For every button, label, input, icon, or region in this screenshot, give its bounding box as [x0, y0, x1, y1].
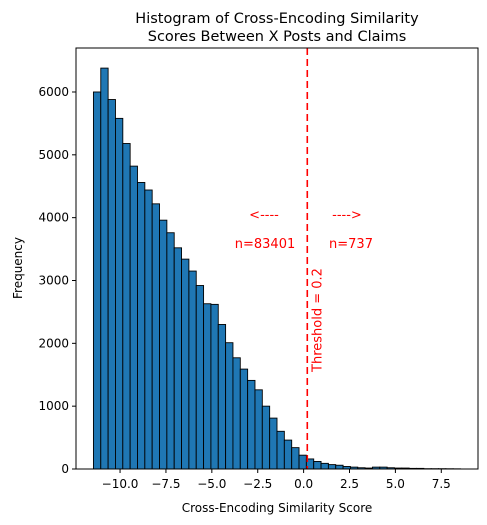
x-tick-label: −7.5	[151, 477, 180, 491]
histogram-bar	[269, 417, 278, 470]
histogram-bar	[298, 454, 307, 470]
histogram-bar	[225, 342, 234, 470]
histogram-bar	[115, 117, 124, 470]
histogram-bar	[195, 285, 205, 470]
x-axis-label: Cross-Encoding Similarity Score	[182, 501, 373, 515]
histogram-bar	[188, 270, 197, 470]
histogram-bar	[247, 379, 256, 470]
histogram-bar	[151, 203, 160, 470]
histogram-bar	[232, 357, 241, 470]
x-tick-label: 5.0	[386, 477, 405, 491]
x-tick-label: −2.5	[243, 477, 272, 491]
x-tick-label: −5.0	[197, 477, 226, 491]
y-tick-label: 6000	[38, 85, 69, 99]
histogram-bar	[144, 189, 153, 470]
y-tick-label: 1000	[38, 399, 69, 413]
histogram-bar	[291, 447, 300, 470]
histogram-bar	[166, 232, 175, 470]
histogram-bar	[327, 464, 337, 470]
histogram-bar	[313, 461, 322, 470]
histogram-bar	[335, 464, 344, 470]
histogram-bar	[203, 303, 212, 470]
right-count-annotation: n=737	[329, 237, 373, 252]
right-arrow-annotation: ---->	[332, 208, 362, 223]
x-tick-label: 0.0	[294, 477, 313, 491]
y-tick-label: 3000	[38, 273, 69, 287]
histogram-bar	[181, 258, 190, 470]
histogram-bar	[210, 303, 219, 470]
histogram-bar	[92, 91, 102, 470]
y-tick-label: 4000	[38, 211, 69, 225]
histogram-bar	[129, 165, 138, 470]
plot-frame	[75, 47, 479, 470]
histogram-bar	[261, 405, 271, 470]
chart-title-line-2: Scores Between X Posts and Claims	[148, 29, 407, 45]
left-count-annotation: n=83401	[235, 237, 296, 252]
histogram-bar	[100, 67, 109, 470]
histogram-bar	[122, 143, 131, 470]
histogram-bar	[173, 247, 182, 470]
threshold-label: Threshold = 0.2	[310, 268, 325, 373]
histogram-bars	[92, 67, 462, 470]
histogram-bar	[320, 462, 329, 470]
y-tick-label: 0	[61, 462, 69, 476]
x-tick-label: −10.0	[102, 477, 139, 491]
histogram-bar	[217, 324, 227, 470]
x-tick-label: 2.5	[340, 477, 359, 491]
histogram-bar	[137, 182, 146, 470]
x-tick-label: 7.5	[432, 477, 451, 491]
y-axis-label: Frequency	[11, 237, 25, 299]
histogram-bar	[107, 99, 116, 470]
y-axis-ticks: 0 1000 2000 3000 4000 5000 6000	[38, 85, 76, 476]
histogram-bar	[239, 368, 249, 470]
y-tick-label: 2000	[38, 336, 69, 350]
x-axis-ticks: −10.0 −7.5 −5.0 −2.5 0.0 2.5 5.0 7.5	[102, 469, 451, 491]
left-arrow-annotation: <----	[249, 208, 279, 223]
histogram-bar	[276, 430, 285, 470]
histogram-bar	[159, 219, 168, 470]
y-tick-label: 5000	[38, 148, 69, 162]
histogram-bar	[254, 389, 263, 470]
histogram-bar	[283, 439, 293, 470]
chart-title-line-1: Histogram of Cross-Encoding Similarity	[135, 11, 419, 27]
